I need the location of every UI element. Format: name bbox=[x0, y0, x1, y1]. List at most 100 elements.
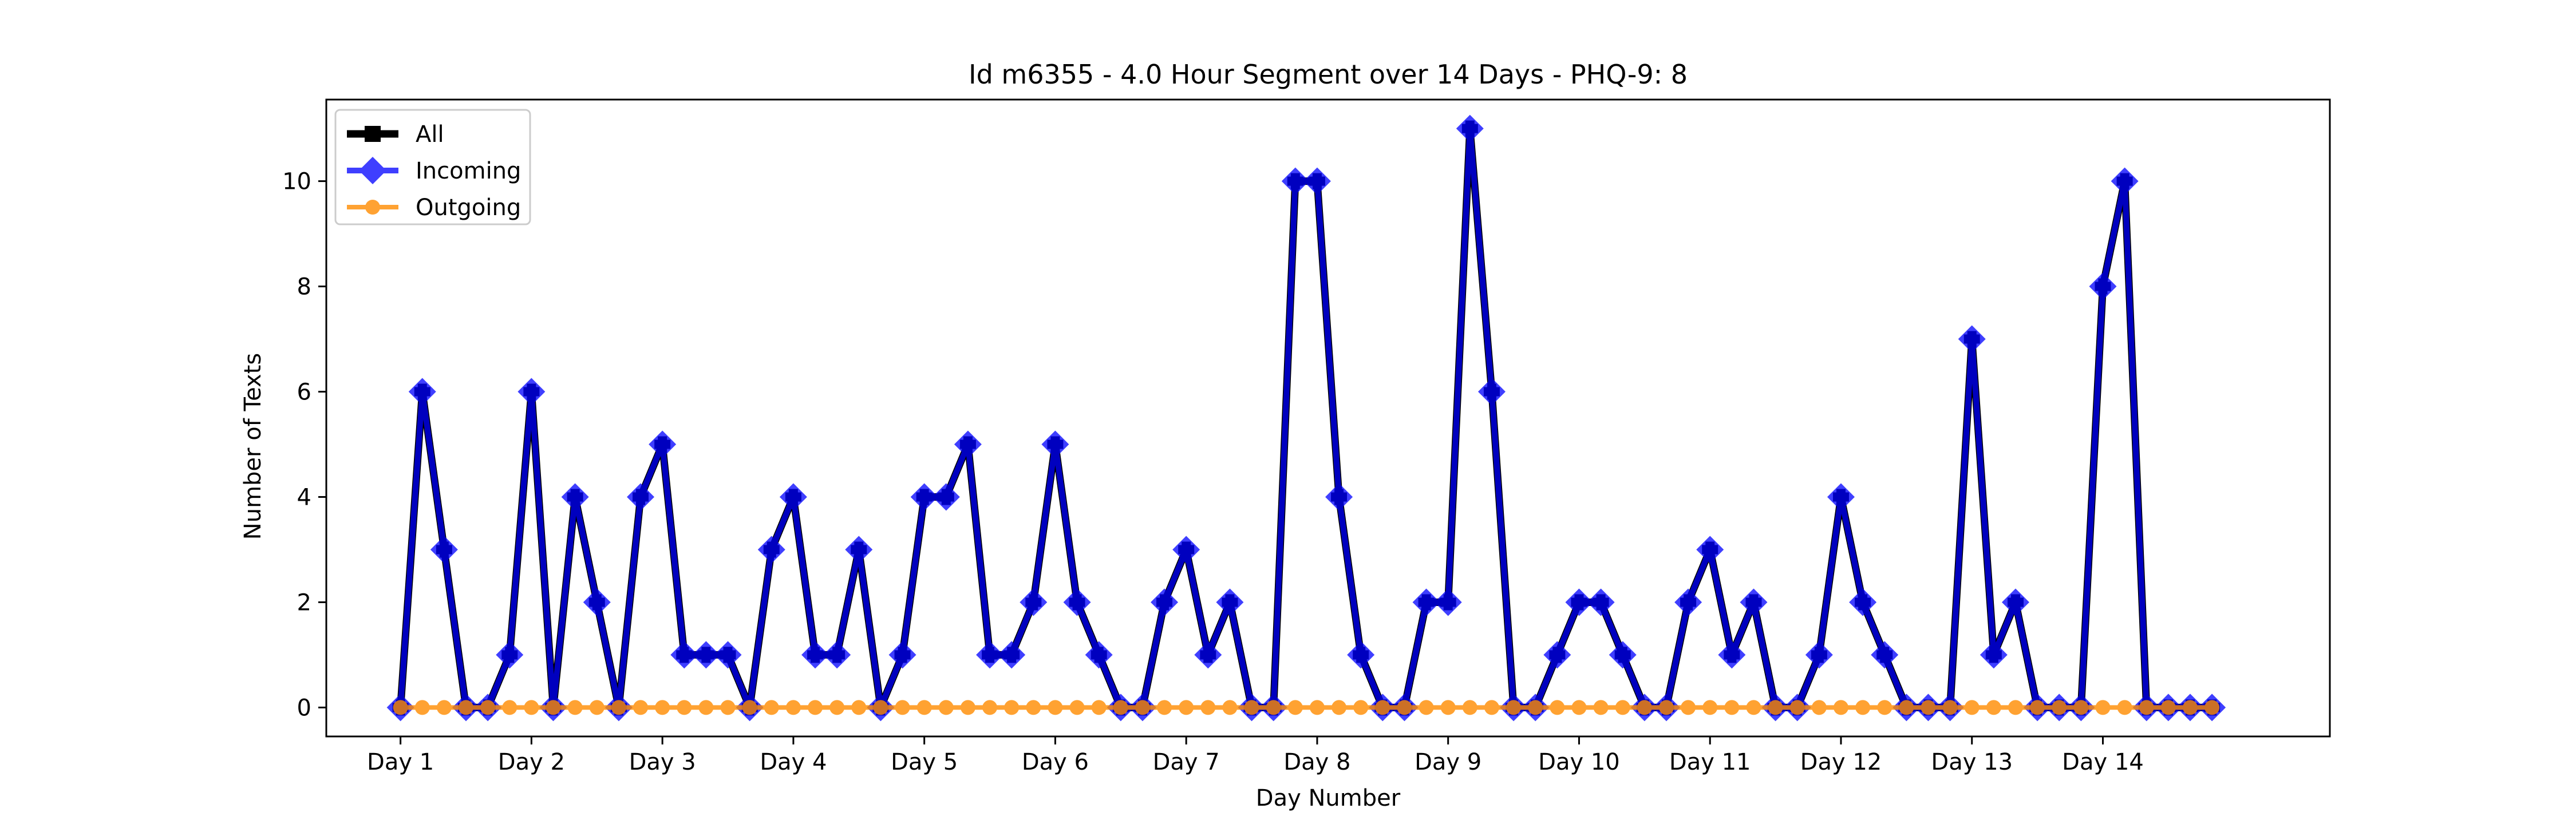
x-tick-label: Day 12 bbox=[1800, 749, 1882, 775]
data-point bbox=[1986, 700, 2001, 715]
data-point bbox=[414, 700, 430, 715]
data-point bbox=[1048, 700, 1063, 715]
data-point bbox=[714, 641, 742, 669]
data-point bbox=[1303, 167, 1331, 195]
data-point bbox=[1113, 700, 1128, 715]
data-point bbox=[1216, 588, 1244, 616]
data-point bbox=[873, 700, 888, 715]
data-point bbox=[1718, 641, 1746, 669]
data-point bbox=[1740, 588, 1768, 616]
data-point bbox=[496, 641, 524, 669]
y-tick-label: 2 bbox=[297, 589, 311, 616]
data-point bbox=[1550, 700, 1565, 715]
data-point bbox=[1871, 641, 1899, 669]
legend-entry bbox=[347, 126, 398, 142]
data-point bbox=[1543, 641, 1571, 669]
x-tick-label: Day 10 bbox=[1538, 749, 1620, 775]
data-point bbox=[779, 483, 807, 511]
data-point bbox=[1964, 700, 1980, 715]
data-point bbox=[1724, 700, 1740, 715]
data-point bbox=[1805, 641, 1833, 669]
data-point bbox=[480, 700, 496, 715]
data-point bbox=[801, 641, 829, 669]
data-point bbox=[1658, 700, 1674, 715]
data-point bbox=[845, 536, 873, 564]
data-point bbox=[677, 700, 692, 715]
legend-label: Outgoing bbox=[416, 195, 521, 221]
data-point bbox=[1194, 641, 1222, 669]
data-point bbox=[2139, 700, 2154, 715]
data-point bbox=[1587, 588, 1615, 616]
data-point bbox=[1332, 700, 1347, 715]
data-point bbox=[954, 430, 982, 458]
legend-entry bbox=[347, 157, 398, 184]
data-point bbox=[1696, 536, 1724, 564]
data-point bbox=[2073, 700, 2089, 715]
data-point bbox=[2182, 700, 2198, 715]
data-point bbox=[2008, 700, 2023, 715]
y-axis-label: Number of Texts bbox=[240, 353, 266, 540]
data-point bbox=[1287, 700, 1303, 715]
series-incoming bbox=[386, 114, 2226, 722]
data-point bbox=[1266, 700, 1281, 715]
data-point bbox=[982, 700, 998, 715]
data-point bbox=[1091, 700, 1107, 715]
data-point bbox=[1063, 588, 1091, 616]
data-point bbox=[1702, 700, 1718, 715]
data-point bbox=[1419, 700, 1434, 715]
data-point bbox=[561, 483, 589, 511]
data-point bbox=[692, 641, 720, 669]
data-point bbox=[698, 700, 714, 715]
data-point bbox=[2030, 700, 2045, 715]
data-point bbox=[960, 700, 975, 715]
legend: All Incoming Outgoing bbox=[334, 109, 531, 225]
data-point bbox=[1462, 700, 1477, 715]
legend-box bbox=[334, 109, 531, 225]
data-point bbox=[1020, 588, 1048, 616]
x-tick-label: Day 3 bbox=[629, 749, 696, 775]
data-point bbox=[895, 700, 910, 715]
data-point bbox=[655, 700, 670, 715]
data-point bbox=[1157, 700, 1172, 715]
data-point bbox=[720, 700, 736, 715]
data-point bbox=[2095, 700, 2111, 715]
data-point bbox=[408, 378, 436, 406]
legend-label: Incoming bbox=[416, 158, 521, 184]
data-point bbox=[1827, 483, 1855, 511]
data-point bbox=[2001, 588, 2029, 616]
y-tick-label: 10 bbox=[282, 169, 311, 195]
data-point bbox=[1637, 700, 1652, 715]
data-point bbox=[1222, 700, 1238, 715]
data-point bbox=[567, 700, 583, 715]
data-point bbox=[1833, 700, 1848, 715]
data-point bbox=[1958, 325, 1986, 353]
data-point bbox=[1746, 700, 1761, 715]
data-point bbox=[589, 700, 605, 715]
data-point bbox=[502, 700, 517, 715]
data-point bbox=[583, 588, 611, 616]
data-point bbox=[757, 536, 785, 564]
data-point bbox=[1026, 700, 1041, 715]
data-point bbox=[2160, 700, 2176, 715]
data-point bbox=[1434, 588, 1462, 616]
x-tick-label: Day 14 bbox=[2062, 749, 2144, 775]
data-point bbox=[1768, 700, 1783, 715]
data-point bbox=[670, 641, 698, 669]
data-point bbox=[829, 700, 845, 715]
data-point bbox=[2117, 700, 2132, 715]
data-point bbox=[546, 700, 561, 715]
data-point bbox=[2111, 167, 2139, 195]
data-point bbox=[1069, 700, 1085, 715]
x-tick-label: Day 7 bbox=[1153, 749, 1220, 775]
data-point bbox=[1281, 167, 1309, 195]
data-point bbox=[1353, 700, 1369, 715]
data-point bbox=[649, 430, 677, 458]
data-point bbox=[1412, 588, 1440, 616]
x-tick-label: Day 13 bbox=[1931, 749, 2013, 775]
data-point bbox=[2204, 700, 2220, 715]
data-point bbox=[436, 700, 452, 715]
data-point bbox=[1347, 641, 1375, 669]
x-tick-label: Day 9 bbox=[1415, 749, 1481, 775]
data-point bbox=[998, 641, 1026, 669]
data-point bbox=[1325, 483, 1353, 511]
